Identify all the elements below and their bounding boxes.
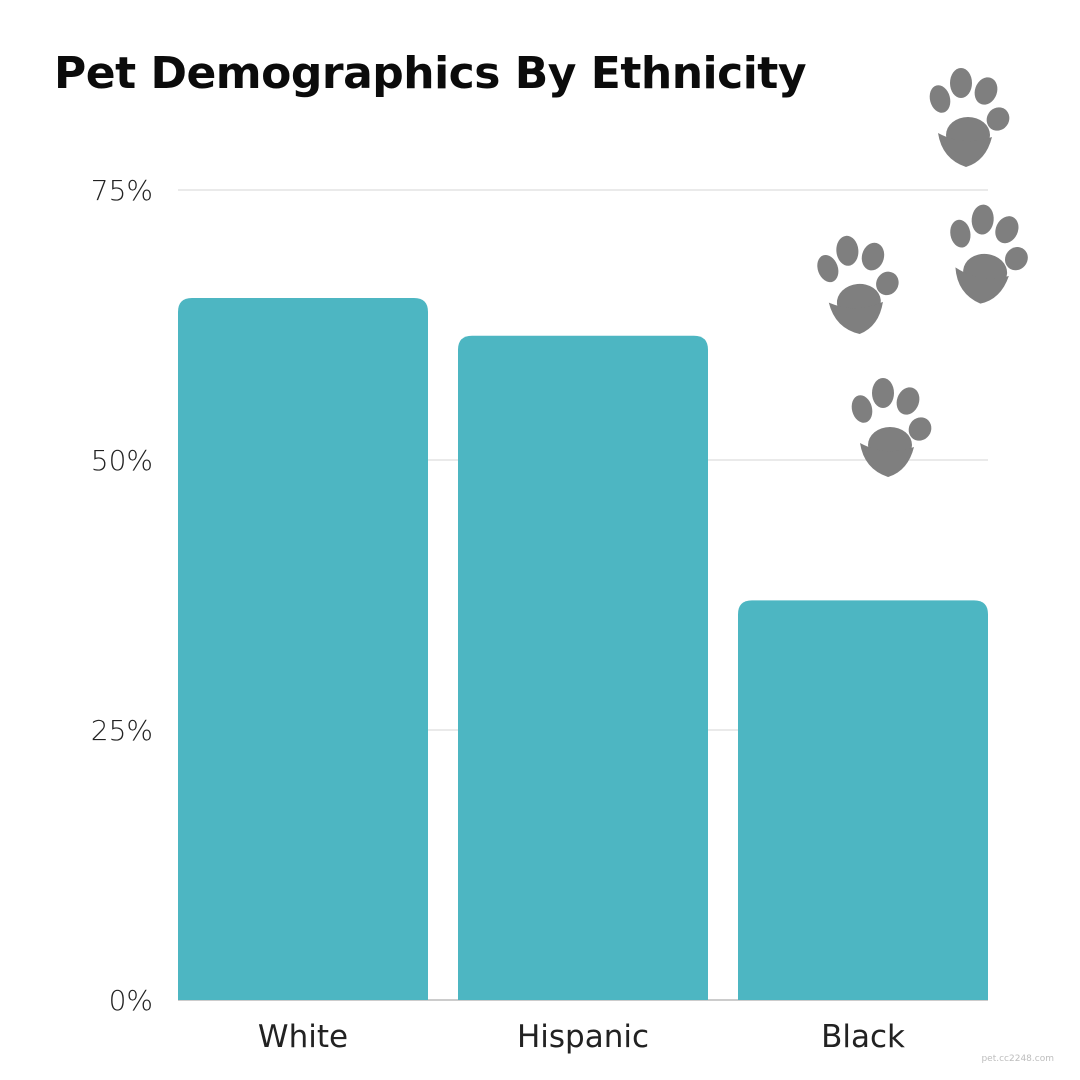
y-tick-label: 0% xyxy=(109,984,153,1017)
x-axis-categories: White Hispanic Black xyxy=(258,1019,905,1055)
paw-print-icon xyxy=(848,378,936,477)
y-tick-label: 25% xyxy=(91,714,153,747)
paw-decorations xyxy=(811,68,1037,477)
bars xyxy=(178,298,988,1000)
y-tick-label: 75% xyxy=(91,174,153,207)
bar-black xyxy=(738,600,988,1000)
paw-print-icon xyxy=(941,201,1037,308)
y-axis-ticks: 0% 25% 50% 75% xyxy=(91,174,153,1017)
x-category-label: Black xyxy=(821,1019,905,1055)
chart-title: Pet Demographics By Ethnicity xyxy=(54,48,807,99)
bar-white xyxy=(178,298,428,1000)
watermark: pet.cc2248.com xyxy=(981,1054,1054,1064)
bar-hispanic xyxy=(458,335,708,1000)
paw-print-icon xyxy=(926,68,1014,167)
x-category-label: Hispanic xyxy=(517,1019,649,1055)
paw-print-icon xyxy=(811,231,908,338)
y-tick-label: 50% xyxy=(91,444,153,477)
x-category-label: White xyxy=(258,1019,348,1055)
